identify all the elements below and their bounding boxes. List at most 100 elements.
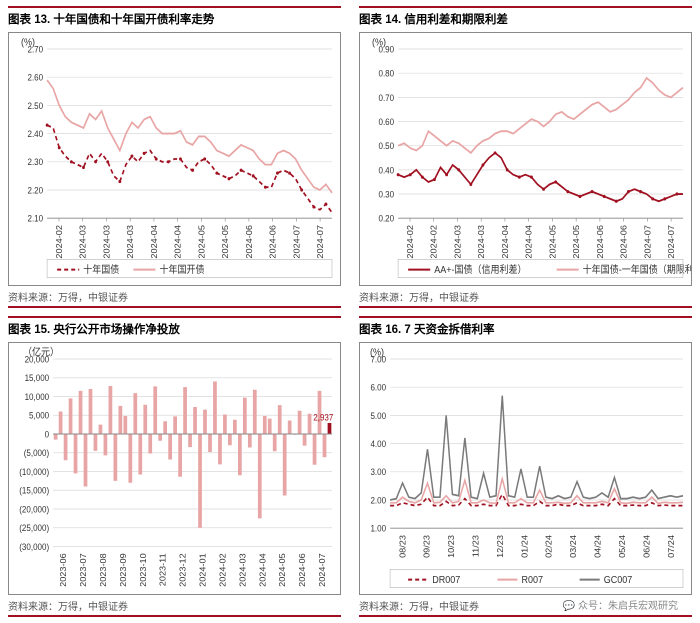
svg-text:20,000: 20,000 [25, 353, 50, 364]
svg-text:0.50: 0.50 [378, 141, 394, 152]
svg-text:2024-06: 2024-06 [619, 225, 628, 259]
chart13-plot: (%)2.102.202.302.402.502.602.702024-0220… [8, 32, 341, 286]
svg-text:2024-03: 2024-03 [126, 225, 135, 259]
svg-text:11/23: 11/23 [471, 534, 480, 556]
svg-text:2024-07: 2024-07 [292, 225, 301, 259]
svg-text:2023-07: 2023-07 [79, 553, 88, 587]
chart16-plot: (%)1.002.003.004.005.006.007.0008/2309/2… [359, 342, 692, 596]
svg-text:2,937: 2,937 [313, 412, 333, 423]
svg-text:2023-09: 2023-09 [118, 553, 127, 587]
chart15-plot: （亿元）20,00015,00010,0005,0000(5,000)(10,0… [8, 342, 341, 596]
watermark: 💬 众号：朱启兵宏观研究 [559, 596, 682, 613]
svg-text:12/23: 12/23 [495, 534, 504, 557]
chart16-svg: (%)1.002.003.004.005.006.007.0008/2309/2… [360, 343, 691, 595]
svg-text:2024-06: 2024-06 [298, 553, 307, 587]
svg-text:6.00: 6.00 [370, 382, 386, 393]
svg-text:2024-03: 2024-03 [238, 553, 247, 587]
svg-text:2024-06: 2024-06 [268, 225, 277, 259]
svg-text:0.60: 0.60 [378, 116, 394, 127]
svg-text:07/24: 07/24 [666, 534, 675, 557]
panel-chart13: 图表 13. 十年国债和十年国开债利率走势 (%)2.102.202.302.4… [8, 6, 341, 308]
svg-text:2024-07: 2024-07 [316, 225, 325, 259]
svg-text:0.40: 0.40 [378, 165, 394, 176]
svg-text:2024-03: 2024-03 [102, 225, 111, 259]
svg-text:2023-11: 2023-11 [158, 553, 167, 586]
chart14-svg: (%)0.200.300.400.500.600.700.800.902024-… [360, 33, 691, 285]
svg-text:0: 0 [45, 428, 50, 439]
svg-text:2024-07: 2024-07 [643, 225, 652, 259]
svg-text:2.20: 2.20 [27, 185, 43, 196]
svg-text:05/24: 05/24 [618, 534, 627, 557]
svg-text:(30,000): (30,000) [19, 541, 49, 552]
svg-text:2024-03: 2024-03 [78, 225, 87, 259]
chart13-source: 资料来源：万得，中银证券 [8, 286, 341, 308]
svg-text:2024-03: 2024-03 [477, 225, 486, 259]
svg-text:AA+-国债（信用利差）: AA+-国债（信用利差） [434, 264, 526, 277]
chart13-title: 图表 13. 十年国债和十年国开债利率走势 [8, 6, 341, 32]
svg-text:(10,000): (10,000) [19, 466, 49, 477]
svg-text:01/24: 01/24 [520, 534, 529, 557]
svg-text:09/23: 09/23 [422, 534, 431, 557]
svg-text:2024-05: 2024-05 [278, 553, 287, 587]
svg-text:(15,000): (15,000) [19, 485, 49, 496]
svg-text:(25,000): (25,000) [19, 522, 49, 533]
chart14-title: 图表 14. 信用利差和期限利差 [359, 6, 692, 32]
svg-text:2024-06: 2024-06 [244, 225, 253, 259]
svg-text:08/23: 08/23 [398, 534, 407, 557]
svg-text:2.60: 2.60 [27, 72, 43, 83]
svg-text:2024-05: 2024-05 [221, 225, 230, 259]
svg-text:3.00: 3.00 [370, 466, 386, 477]
svg-text:2024-05: 2024-05 [548, 225, 557, 259]
svg-text:2024-04: 2024-04 [149, 225, 158, 259]
svg-text:10/23: 10/23 [447, 534, 456, 557]
chart13-svg: (%)2.102.202.302.402.502.602.702024-0220… [9, 33, 340, 285]
svg-text:R007: R007 [521, 574, 543, 586]
panel-chart14: 图表 14. 信用利差和期限利差 (%)0.200.300.400.500.60… [359, 6, 692, 308]
svg-text:0.70: 0.70 [378, 92, 394, 103]
svg-text:06/24: 06/24 [642, 534, 651, 557]
svg-text:2.40: 2.40 [27, 129, 43, 140]
chart14-source: 资料来源：万得，中银证券 [359, 286, 692, 308]
svg-text:2024-02: 2024-02 [406, 225, 415, 259]
svg-text:2024-07: 2024-07 [667, 225, 676, 259]
svg-text:2024-04: 2024-04 [524, 225, 533, 259]
svg-text:0.80: 0.80 [378, 68, 394, 79]
svg-text:2.00: 2.00 [370, 494, 386, 505]
svg-text:0.30: 0.30 [378, 189, 394, 200]
svg-text:1.00: 1.00 [370, 523, 386, 534]
svg-text:2023-10: 2023-10 [138, 553, 147, 587]
svg-text:十年国债-一年国债（期限利差）: 十年国债-一年国债（期限利差） [583, 264, 691, 277]
svg-text:2023-12: 2023-12 [178, 553, 187, 587]
svg-text:04/24: 04/24 [593, 534, 602, 557]
svg-text:十年国开债: 十年国开债 [159, 264, 204, 277]
svg-text:2024-04: 2024-04 [500, 225, 509, 259]
svg-text:2024-05: 2024-05 [572, 225, 581, 259]
chart15-source: 资料来源：万得，中银证券 [8, 595, 341, 617]
svg-text:2024-03: 2024-03 [453, 225, 462, 259]
svg-text:(20,000): (20,000) [19, 503, 49, 514]
svg-text:2024-02: 2024-02 [55, 225, 64, 259]
svg-text:2024-04: 2024-04 [258, 553, 267, 587]
svg-text:(5,000): (5,000) [24, 447, 50, 458]
svg-text:4.00: 4.00 [370, 438, 386, 449]
svg-text:2024-05: 2024-05 [197, 225, 206, 259]
svg-text:5.00: 5.00 [370, 410, 386, 421]
svg-text:03/24: 03/24 [569, 534, 578, 557]
chart16-title: 图表 16. 7 天资金拆借利率 [359, 316, 692, 342]
svg-text:十年国债: 十年国债 [83, 264, 119, 277]
svg-text:15,000: 15,000 [25, 372, 50, 383]
svg-text:2024-04: 2024-04 [173, 225, 182, 259]
svg-text:5,000: 5,000 [29, 410, 49, 421]
svg-text:7.00: 7.00 [370, 353, 386, 364]
svg-text:2024-02: 2024-02 [218, 553, 227, 587]
svg-text:GC007: GC007 [604, 574, 633, 586]
svg-text:2024-07: 2024-07 [318, 553, 327, 587]
svg-text:2.10: 2.10 [27, 213, 43, 224]
svg-text:0.90: 0.90 [378, 44, 394, 55]
chart15-title: 图表 15. 央行公开市场操作净投放 [8, 316, 341, 342]
chart15-svg: （亿元）20,00015,00010,0005,0000(5,000)(10,0… [9, 343, 340, 595]
panel-chart15: 图表 15. 央行公开市场操作净投放 （亿元）20,00015,00010,00… [8, 316, 341, 618]
panel-chart16: 图表 16. 7 天资金拆借利率 (%)1.002.003.004.005.00… [359, 316, 692, 618]
chart14-plot: (%)0.200.300.400.500.600.700.800.902024-… [359, 32, 692, 286]
svg-text:0.20: 0.20 [378, 213, 394, 224]
